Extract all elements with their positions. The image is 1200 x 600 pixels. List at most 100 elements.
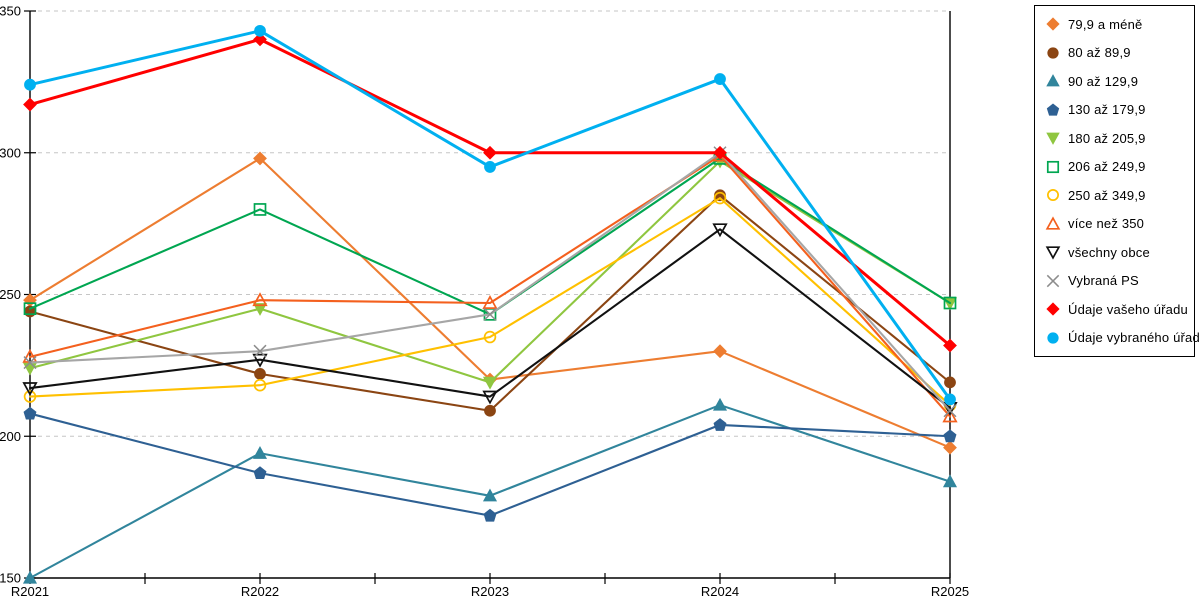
legend-label-9: Vybraná PS xyxy=(1068,273,1139,289)
legend-marker-circle-icon xyxy=(1047,47,1059,59)
data-point-s2-R2024 xyxy=(712,397,728,411)
legend-item-11: Údaje vybraného úřadu xyxy=(1045,324,1200,351)
data-point-s1-R2022 xyxy=(254,367,266,380)
data-point-s8-R2022 xyxy=(252,353,268,368)
data-point-s11-R2023 xyxy=(484,161,496,173)
y-axis-label-350: 350 xyxy=(0,4,21,19)
data-point-s5-R2025 xyxy=(943,296,957,310)
legend-marker-circle-icon xyxy=(1047,189,1059,202)
series-line-8 xyxy=(28,228,952,409)
legend-marker-glyph-3 xyxy=(1046,103,1060,116)
chart-legend: 79,9 a méně 80 až 89,9 90 až 129,9 130 až 1… xyxy=(1034,5,1200,357)
series-line-7 xyxy=(28,154,952,418)
legend-item-7: více než 350 xyxy=(1045,210,1194,237)
data-point-s4-R2022 xyxy=(252,303,268,316)
series-line-6 xyxy=(28,197,952,407)
data-point-s1-R2025 xyxy=(944,376,956,389)
x-axis-label-R2021: R2021 xyxy=(11,584,49,599)
data-point-s9-R2025 xyxy=(943,404,957,418)
legend-label-0: 79,9 a méně xyxy=(1068,16,1143,32)
data-point-s7-R2023 xyxy=(482,295,498,309)
data-point-s2-R2025 xyxy=(942,474,958,488)
data-point-s10-R2022 xyxy=(253,32,267,47)
data-point-s10-R2023 xyxy=(483,145,497,160)
x-axis-label-R2024: R2024 xyxy=(701,584,739,599)
data-point-s7-R2022 xyxy=(252,292,268,307)
legend-marker-diamond-icon xyxy=(1046,302,1060,316)
y-axis-label-150: 150 xyxy=(0,571,21,586)
legend-marker-glyph-0 xyxy=(1046,17,1060,31)
data-point-s3-R2023 xyxy=(483,508,497,522)
data-point-s9-R2022 xyxy=(253,344,267,358)
legend-marker-triangle-down-icon xyxy=(1046,132,1060,146)
legend-marker-glyph-5 xyxy=(1046,160,1060,173)
data-point-s9-R2021 xyxy=(23,356,37,370)
legend-marker-glyph-4 xyxy=(1046,132,1060,146)
data-point-s3-R2022 xyxy=(253,466,267,480)
legend-marker-glyph-10 xyxy=(1046,302,1060,316)
legend-marker-glyph-6 xyxy=(1047,189,1059,202)
legend-marker-glyph-8 xyxy=(1045,246,1061,260)
legend-marker-glyph-9 xyxy=(1046,274,1060,287)
data-point-s10-R2025 xyxy=(943,338,957,353)
y-axis-label-250: 250 xyxy=(0,287,21,302)
legend-item-5: 206 až 249,9 xyxy=(1045,153,1194,180)
legend-item-10: Údaje vašeho úřadu xyxy=(1045,296,1194,323)
legend-marker-diamond-icon xyxy=(1046,17,1060,31)
legend-marker-square-icon xyxy=(1046,160,1060,173)
data-point-s6-R2024 xyxy=(713,191,727,205)
legend-item-1: 80 až 89,9 xyxy=(1045,39,1194,66)
data-point-s5-R2021 xyxy=(23,302,37,316)
data-point-s1-R2023 xyxy=(484,404,496,417)
legend-marker-glyph-11 xyxy=(1047,332,1059,344)
data-point-s3-R2024 xyxy=(713,418,727,431)
data-point-s6-R2023 xyxy=(483,330,497,344)
data-point-s8-R2024 xyxy=(712,223,728,238)
data-point-s4-R2021 xyxy=(22,362,38,376)
legend-label-2: 90 až 129,9 xyxy=(1068,73,1139,89)
x-axis-label-R2025: R2025 xyxy=(931,584,969,599)
data-point-s3-R2021 xyxy=(23,406,37,420)
legend-marker-pentagon-icon xyxy=(1046,103,1060,116)
legend-item-2: 90 až 129,9 xyxy=(1045,68,1194,95)
data-point-s9-R2023 xyxy=(483,307,497,321)
data-point-s10-R2024 xyxy=(713,145,727,160)
data-point-s0-R2024 xyxy=(713,344,727,359)
legend-item-9: Vybraná PS xyxy=(1045,267,1194,294)
legend-marker-circle-icon xyxy=(1047,332,1059,344)
legend-marker-x-icon xyxy=(1046,274,1060,287)
data-point-s11-R2024 xyxy=(714,73,726,85)
legend-label-10: Údaje vašeho úřadu xyxy=(1068,301,1188,317)
data-point-s8-R2021 xyxy=(22,382,38,397)
data-point-s0-R2021 xyxy=(23,293,37,308)
y-axis-label-300: 300 xyxy=(0,145,21,160)
legend-item-0: 79,9 a méně xyxy=(1045,11,1194,38)
x-axis-label-R2023: R2023 xyxy=(471,584,509,599)
data-point-s0-R2022 xyxy=(253,151,267,166)
data-point-s8-R2023 xyxy=(482,390,498,405)
legend-label-5: 206 až 249,9 xyxy=(1068,159,1146,175)
data-point-s10-R2021 xyxy=(23,97,37,112)
legend-marker-triangle-up-icon xyxy=(1046,74,1060,87)
legend-marker-glyph-2 xyxy=(1046,74,1060,87)
data-point-s11-R2022 xyxy=(254,24,266,37)
data-point-s7-R2025 xyxy=(942,408,958,423)
legend-marker-triangle-down-icon xyxy=(1045,246,1061,260)
legend-label-3: 130 až 179,9 xyxy=(1068,102,1146,118)
legend-item-6: 250 až 349,9 xyxy=(1045,182,1194,209)
x-axis-label-R2022: R2022 xyxy=(241,584,279,599)
legend-label-8: všechny obce xyxy=(1068,244,1150,260)
legend-label-6: 250 až 349,9 xyxy=(1068,187,1146,203)
data-point-s4-R2023 xyxy=(482,376,498,390)
legend-item-3: 130 až 179,9 xyxy=(1045,96,1194,123)
legend-item-4: 180 až 205,9 xyxy=(1045,125,1194,152)
data-point-s2-R2022 xyxy=(252,446,268,459)
data-point-s2-R2021 xyxy=(22,570,38,584)
legend-marker-triangle-up-icon xyxy=(1045,216,1061,230)
series-line-5 xyxy=(28,157,952,316)
legend-label-11: Údaje vybraného úřadu xyxy=(1068,330,1200,346)
legend-label-4: 180 až 205,9 xyxy=(1068,130,1146,146)
legend-label-7: více než 350 xyxy=(1068,216,1145,232)
legend-label-1: 80 až 89,9 xyxy=(1068,45,1131,61)
